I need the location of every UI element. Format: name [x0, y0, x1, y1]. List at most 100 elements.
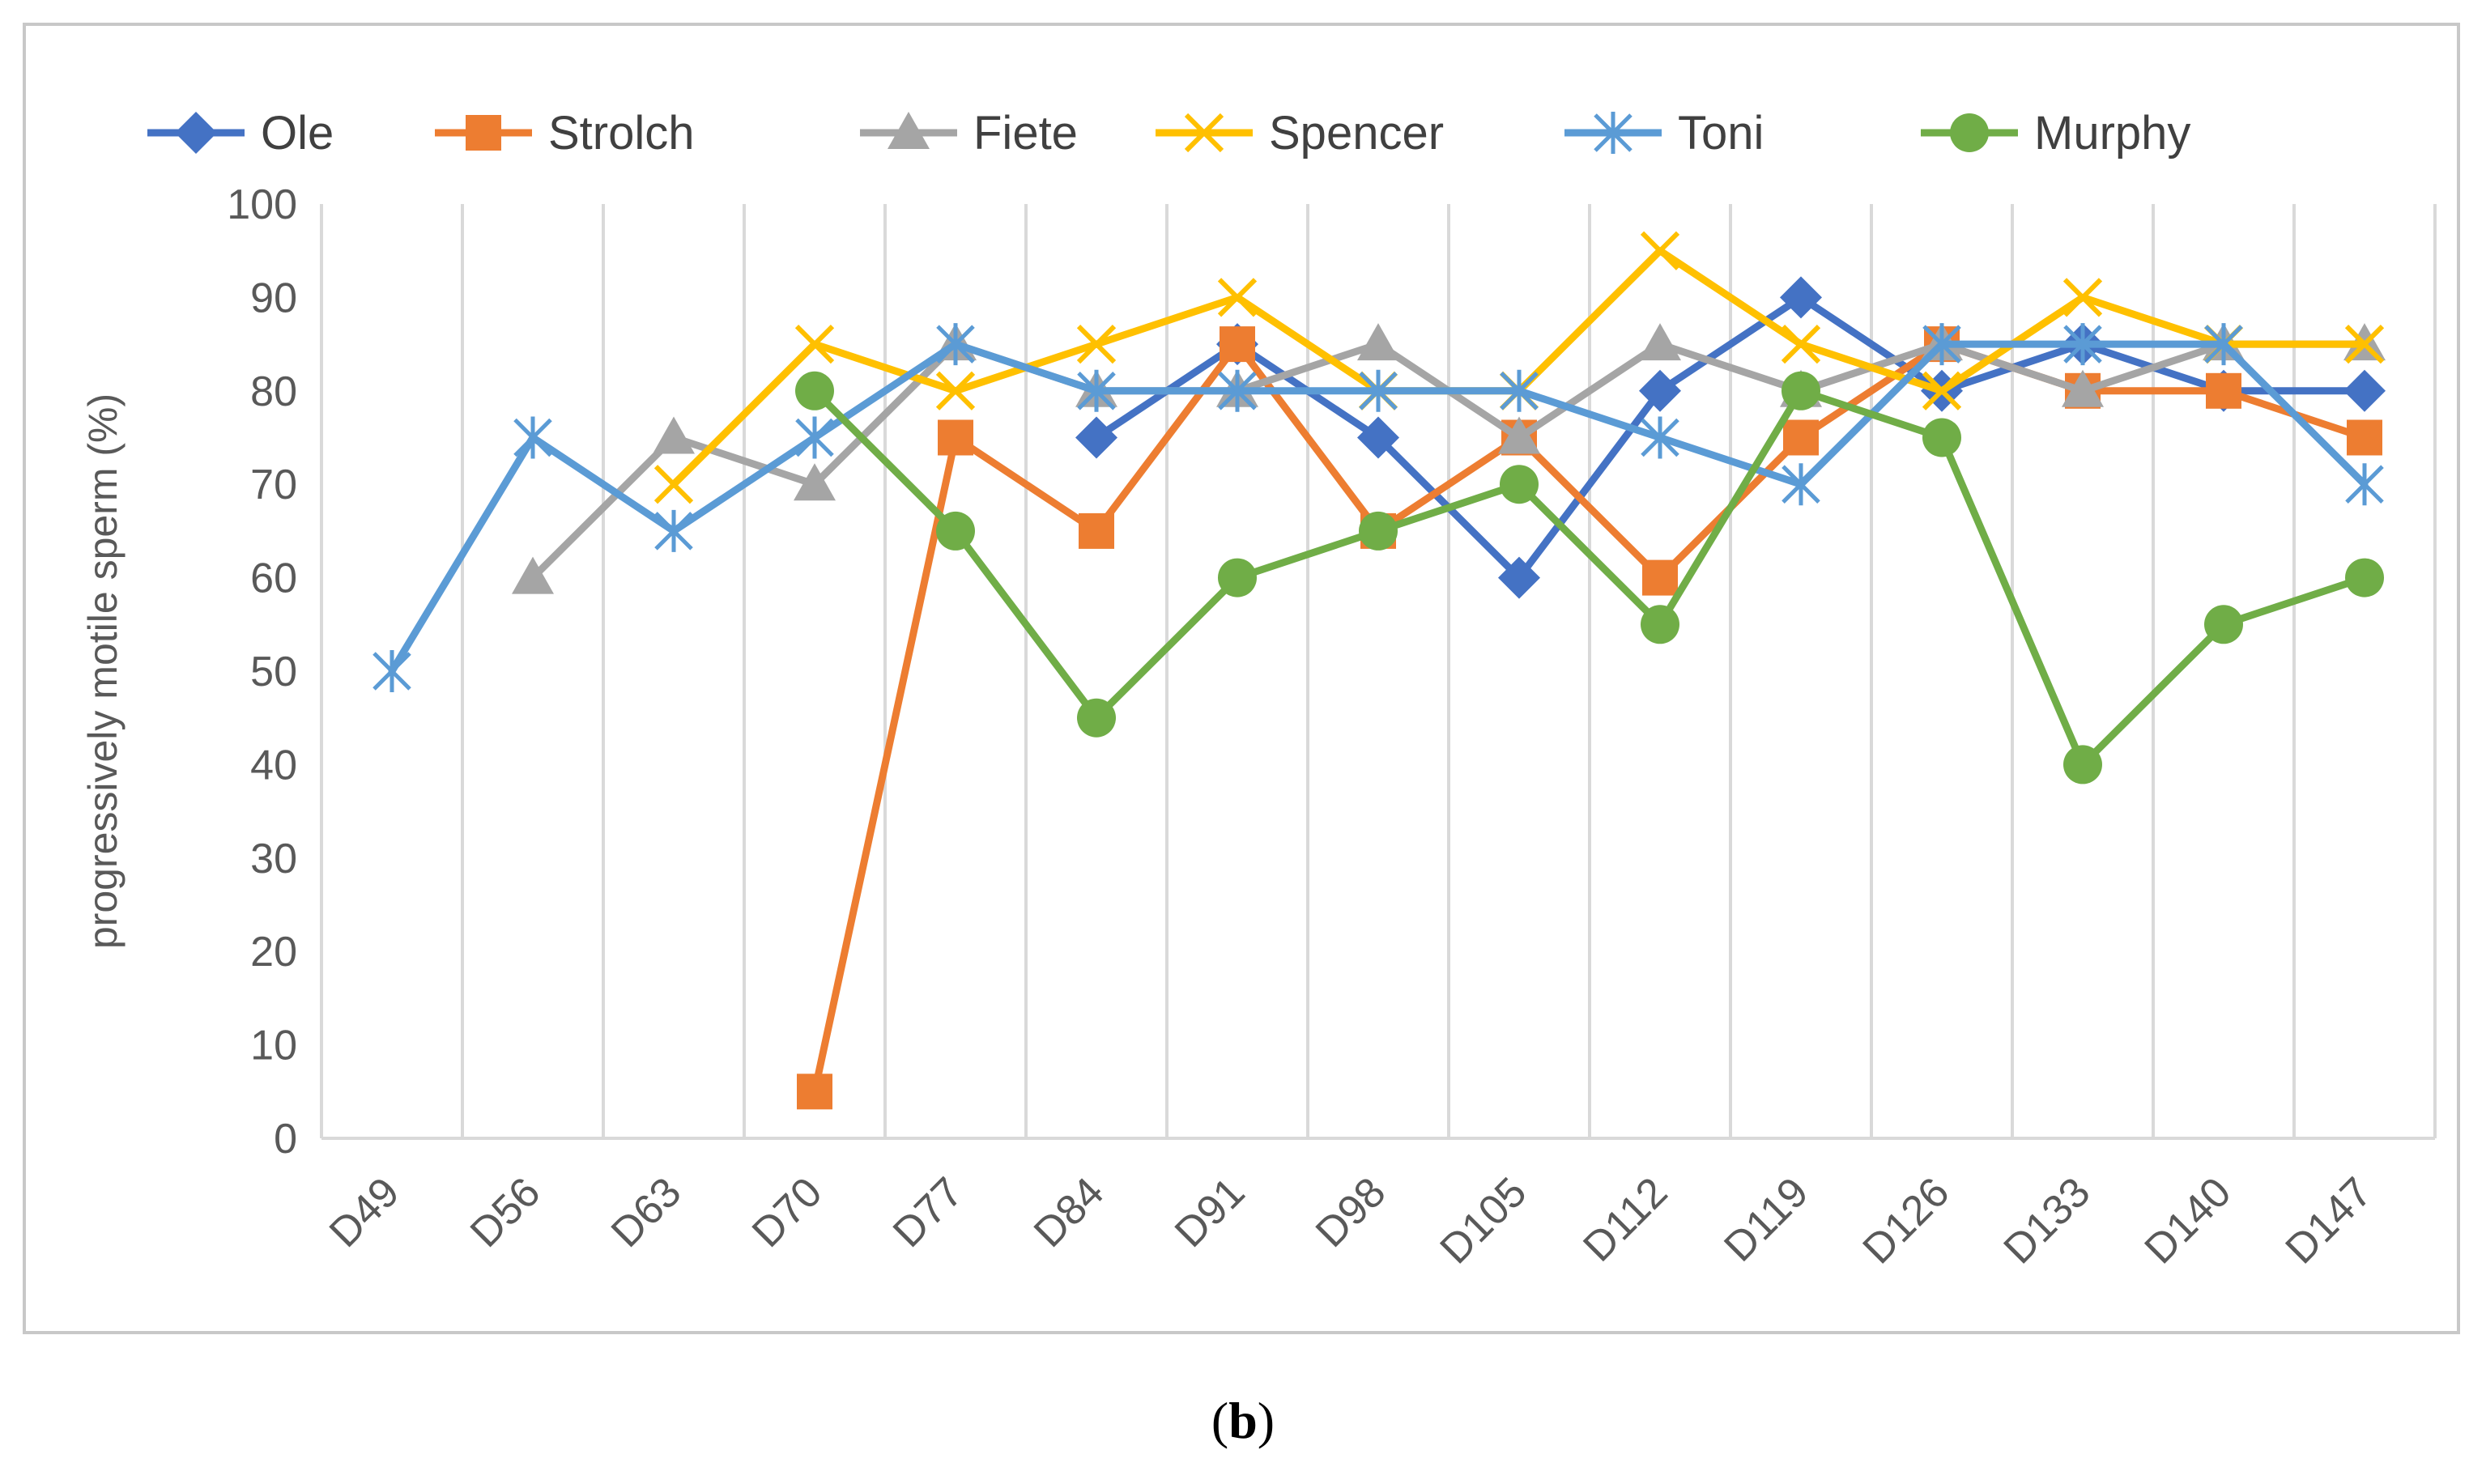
marker-star	[1594, 112, 1633, 154]
x-tick-label: D63	[602, 1168, 690, 1256]
series-line	[811, 387, 2369, 768]
marker-star	[513, 416, 552, 459]
marker-square	[2347, 419, 2382, 456]
marker-x-stroke	[1184, 113, 1224, 153]
marker-x	[1922, 371, 1962, 410]
y-tick-label: 40	[250, 742, 297, 789]
x-tick-label: D147	[2277, 1168, 2382, 1273]
marker-circle	[1077, 698, 1116, 738]
x-tick-label: D56	[462, 1168, 549, 1256]
series-line	[811, 340, 2369, 1095]
marker-circle	[795, 371, 834, 410]
marker-circle	[2345, 558, 2384, 597]
marker-circle	[1359, 511, 1398, 551]
marker-square	[1220, 326, 1255, 363]
marker-x-stroke	[1217, 278, 1258, 317]
marker-diamond	[1498, 556, 1540, 599]
marker-triangle	[512, 556, 554, 594]
marker-triangle	[794, 463, 836, 501]
marker-diamond	[2343, 369, 2386, 412]
caption-open: (	[1211, 1392, 1229, 1449]
x-tick-label: D49	[321, 1168, 408, 1256]
marker-x	[653, 465, 694, 504]
marker-star	[2204, 323, 2243, 366]
marker-square	[1642, 559, 1678, 596]
legend-item: Toni	[1564, 107, 1764, 159]
marker-triangle	[1639, 323, 1681, 361]
legend: Ole Strolch Fiete Spencer Toni Murphy	[147, 107, 2190, 159]
marker-circle	[1218, 558, 1257, 597]
marker-circle	[936, 511, 975, 551]
y-tick-label: 50	[250, 648, 297, 695]
marker-triangle	[2062, 369, 2104, 407]
line-chart: 0 10 20 30 40 50 60 70 80 90 100 D49 D56 D63 D70 D77 D84…	[80, 107, 2437, 1273]
x-tick-label: D126	[1854, 1168, 1959, 1273]
y-tick-label: 60	[250, 555, 297, 602]
y-tick-label: 100	[227, 181, 297, 228]
marker-circle	[1641, 605, 1679, 644]
marker-star	[654, 509, 693, 552]
series-toni	[372, 323, 2384, 692]
marker-x-stroke	[1781, 324, 1821, 364]
legend-label: Ole	[261, 107, 334, 159]
marker-diamond	[1357, 416, 1399, 459]
caption-close: )	[1257, 1392, 1275, 1449]
x-tick-label: D140	[2136, 1168, 2241, 1273]
x-tick-label: D98	[1307, 1168, 1394, 1256]
marker-x	[1184, 113, 1224, 153]
marker-star	[372, 650, 411, 692]
series-group	[372, 231, 2386, 1110]
marker-circle	[1922, 418, 1961, 457]
marker-x-stroke	[794, 324, 835, 364]
marker-x	[1640, 231, 1680, 270]
marker-star	[795, 416, 834, 459]
marker-circle	[1950, 113, 1989, 152]
y-tick-label: 20	[250, 929, 297, 976]
gridlines	[320, 204, 2437, 1138]
marker-square	[466, 115, 501, 151]
marker-circle	[2063, 745, 2102, 785]
marker-star	[1359, 369, 1398, 412]
marker-x-stroke	[935, 371, 976, 410]
x-tick-label: D119	[1715, 1168, 1817, 1270]
x-tick-label: D112	[1574, 1168, 1676, 1270]
marker-x-stroke	[2344, 324, 2385, 364]
marker-star	[936, 323, 975, 366]
marker-star	[2063, 323, 2102, 366]
legend-item: Strolch	[435, 107, 695, 159]
legend-label: Toni	[1678, 107, 1764, 159]
marker-star	[1077, 369, 1116, 412]
marker-diamond	[1639, 369, 1681, 412]
marker-x	[2344, 324, 2385, 364]
figure-caption: (b)	[0, 1391, 2486, 1451]
y-axis-title: progressively motile sperm (%)	[80, 393, 126, 949]
marker-x	[935, 371, 976, 410]
legend-label: Murphy	[2034, 107, 2190, 159]
marker-x	[1781, 324, 1821, 364]
marker-star	[1922, 323, 1961, 366]
y-tick-label: 70	[250, 461, 297, 508]
legend-item: Spencer	[1156, 107, 1444, 159]
legend-item: Murphy	[1921, 107, 2190, 159]
marker-triangle	[1498, 416, 1540, 454]
marker-x-stroke	[1076, 324, 1117, 364]
y-tick-label: 10	[250, 1023, 297, 1069]
x-tick-label: D70	[743, 1168, 831, 1256]
marker-x	[794, 324, 835, 364]
legend-label: Fiete	[973, 107, 1078, 159]
x-tick-label: D84	[1025, 1168, 1113, 1256]
y-tick-label: 30	[250, 836, 297, 882]
x-tick-label: D133	[1995, 1168, 2100, 1273]
marker-x	[1076, 324, 1117, 364]
y-tick-label: 90	[250, 274, 297, 321]
marker-x-stroke	[653, 465, 694, 504]
marker-circle	[1781, 371, 1820, 410]
series-murphy	[795, 371, 2384, 785]
marker-square	[938, 419, 973, 456]
y-tick-label: 0	[274, 1116, 297, 1163]
y-tick-label: 80	[250, 368, 297, 415]
legend-item: Fiete	[860, 107, 1078, 159]
legend-item: Ole	[147, 107, 334, 159]
marker-x	[2062, 278, 2103, 317]
marker-triangle	[1357, 323, 1399, 361]
